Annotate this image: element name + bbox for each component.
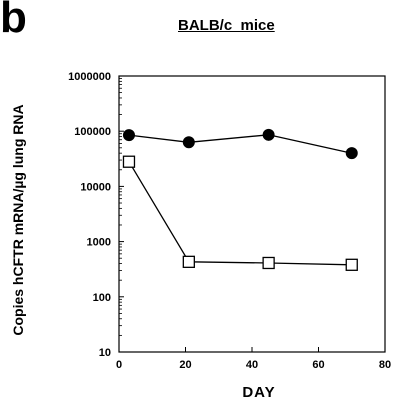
data-point-circle — [182, 136, 195, 149]
x-tick-label: 20 — [179, 359, 191, 371]
y-tick-label: 100000 — [74, 126, 111, 138]
x-tick-label: 60 — [312, 359, 324, 371]
x-tick-label: 80 — [379, 359, 391, 371]
y-tick-label: 10000 — [80, 181, 111, 193]
data-point-square — [262, 256, 275, 270]
data-point-square — [122, 155, 136, 168]
data-point-circle — [262, 128, 275, 141]
y-tick-label: 10 — [99, 347, 111, 359]
plot-frame — [118, 75, 386, 353]
data-point-circle — [345, 147, 358, 160]
data-point-circle — [122, 129, 135, 142]
data-point-square — [182, 255, 195, 268]
y-tick-label: 100 — [93, 292, 111, 304]
series-line-2 — [128, 161, 352, 266]
chart-title: BALB/c mice — [178, 17, 275, 34]
x-tick-label: 0 — [116, 359, 122, 371]
y-tick-label: 1000 — [87, 237, 111, 249]
series-line-1 — [128, 134, 352, 154]
x-axis-label: DAY — [242, 384, 276, 401]
data-point-square — [345, 258, 358, 271]
panel-letter: b — [0, 0, 27, 42]
y-tick-label: 1000000 — [68, 71, 111, 83]
x-tick-label: 40 — [246, 359, 258, 371]
